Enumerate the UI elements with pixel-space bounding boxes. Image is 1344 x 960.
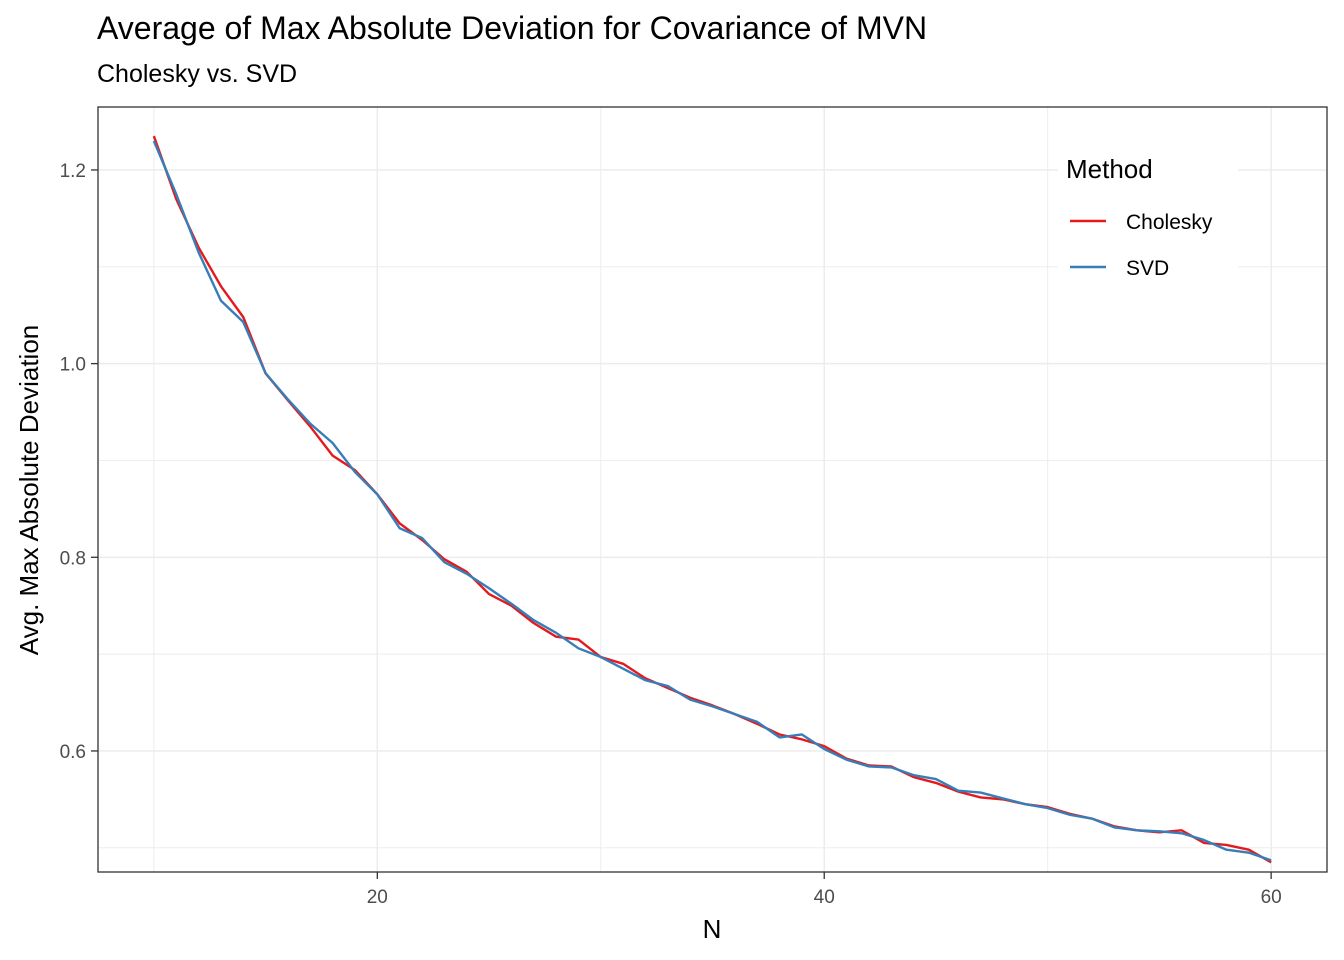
series-layer <box>152 135 1272 864</box>
x-tick-label: 40 <box>814 887 835 908</box>
chart-title: Average of Max Absolute Deviation for Co… <box>97 10 928 46</box>
y-tick-label: 1.0 <box>60 355 86 376</box>
y-axis-title: Avg. Max Absolute Deviation <box>14 325 44 655</box>
x-axis-title: N <box>703 914 722 944</box>
panel-border <box>97 106 1328 873</box>
y-tick-label: 1.2 <box>60 161 86 182</box>
x-tick-label: 60 <box>1261 887 1282 908</box>
legend: Method Cholesky SVD <box>1058 145 1238 295</box>
chart-subtitle: Cholesky vs. SVD <box>97 60 298 88</box>
series-line-svd <box>152 140 1272 862</box>
ticks-layer: 20 40 60 0.6 0.8 1.0 1.2 <box>60 161 1282 908</box>
legend-label-cholesky: Cholesky <box>1126 211 1213 234</box>
y-tick-label: 0.8 <box>60 548 86 569</box>
legend-label-svd: SVD <box>1126 257 1169 280</box>
legend-title: Method <box>1066 154 1153 184</box>
y-tick-label: 0.6 <box>60 742 86 763</box>
x-tick-label: 20 <box>367 887 388 908</box>
